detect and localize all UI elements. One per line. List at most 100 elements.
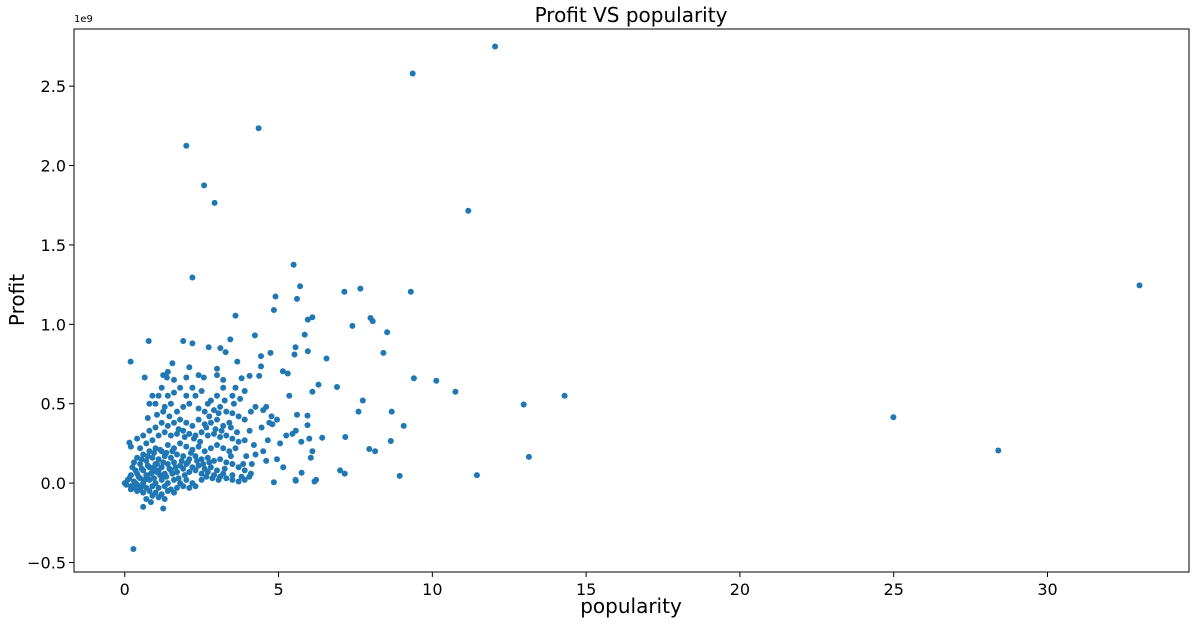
y-offset-label: 1e9 (74, 14, 93, 25)
scatter-point (256, 372, 263, 379)
scatter-point (309, 314, 316, 321)
scatter-point (204, 469, 211, 475)
scatter-point (492, 43, 499, 50)
scatter-point (184, 459, 191, 466)
scatter-point (229, 476, 236, 483)
scatter-point (141, 476, 148, 483)
scatter-point (246, 427, 253, 434)
scatter-point (200, 461, 207, 467)
scatter-point (204, 432, 211, 439)
scatter-point (198, 388, 205, 394)
scatter-point (164, 368, 171, 375)
scatter-point (319, 434, 326, 441)
scatter-point (291, 351, 298, 358)
scatter-point (127, 358, 134, 365)
scatter-point (167, 400, 174, 407)
scatter-point (155, 432, 162, 439)
scatter-point (209, 475, 216, 482)
scatter-point (152, 400, 159, 407)
scatter-point (258, 353, 264, 360)
scatter-point (229, 461, 236, 467)
scatter-point (180, 465, 187, 472)
scatter-point (561, 392, 568, 399)
y-tick-label: −0.5 (27, 553, 66, 572)
scatter-point (223, 408, 230, 415)
scatter-point (298, 438, 305, 445)
scatter-point (222, 349, 229, 356)
scatter-point (201, 408, 208, 415)
scatter-point (137, 461, 144, 467)
scatter-point (180, 427, 187, 434)
scatter-point (160, 408, 167, 415)
scatter-point (143, 457, 150, 464)
x-tick-label: 25 (884, 580, 904, 599)
scatter-point (123, 481, 130, 488)
scatter-point (200, 374, 207, 381)
scatter-point (189, 422, 196, 429)
scatter-point (180, 453, 187, 460)
scatter-point (229, 410, 236, 417)
data-points (121, 43, 1143, 552)
scatter-point (264, 437, 271, 444)
scatter-point (164, 488, 171, 494)
scatter-point (223, 475, 230, 482)
scatter-point (143, 440, 150, 447)
scatter-point (473, 472, 480, 479)
scatter-point (203, 473, 210, 480)
scatter-point (384, 329, 391, 336)
scatter-point (183, 392, 190, 399)
scatter-point (284, 370, 291, 377)
scatter-point (235, 478, 242, 485)
scatter-point (260, 407, 267, 414)
scatter-point (410, 375, 417, 382)
scatter-point (198, 456, 205, 463)
scatter-point (198, 429, 205, 436)
scatter-point (465, 207, 472, 214)
scatter-point (127, 486, 134, 493)
scatter-point (452, 388, 459, 395)
scatter-point (134, 488, 141, 494)
scatter-point (146, 427, 153, 434)
scatter-point (186, 484, 193, 491)
scatter-point (169, 470, 176, 477)
scatter-point (169, 360, 176, 367)
scatter-point (290, 261, 297, 268)
scatter-point (140, 432, 147, 439)
scatter-point (186, 469, 193, 475)
scatter-point (138, 456, 145, 463)
scatter-point (194, 457, 200, 464)
y-tick-label: 2.0 (41, 157, 66, 176)
scatter-point (174, 408, 180, 415)
scatter-point (366, 446, 373, 452)
scatter-point (309, 448, 316, 455)
scatter-point (155, 456, 162, 463)
scatter-point (137, 445, 144, 452)
scatter-point (250, 442, 257, 448)
scatter-point (248, 461, 255, 467)
scatter-point (171, 489, 177, 496)
scatter-point (152, 424, 159, 431)
scatter-point (396, 472, 403, 479)
scatter-point (195, 462, 202, 469)
scatter-point (274, 416, 280, 423)
scatter-point (292, 477, 299, 484)
x-tick-label: 15 (576, 580, 596, 599)
scatter-point (298, 469, 305, 476)
scatter-point (214, 372, 220, 379)
scatter-point (369, 318, 376, 325)
scatter-point (160, 372, 167, 379)
scatter-point (158, 384, 165, 391)
scatter-point (267, 349, 274, 356)
scatter-point (232, 384, 239, 391)
scatter-point (283, 432, 290, 439)
scatter-point (154, 469, 160, 475)
scatter-point (171, 376, 177, 383)
scatter-point (243, 453, 250, 460)
scatter-point (178, 457, 185, 464)
scatter-point (274, 456, 280, 463)
scatter-point (183, 443, 190, 450)
y-tick-label: 2.5 (41, 77, 66, 96)
scatter-point (167, 454, 174, 461)
scatter-point (155, 392, 162, 399)
scatter-point (189, 384, 196, 391)
